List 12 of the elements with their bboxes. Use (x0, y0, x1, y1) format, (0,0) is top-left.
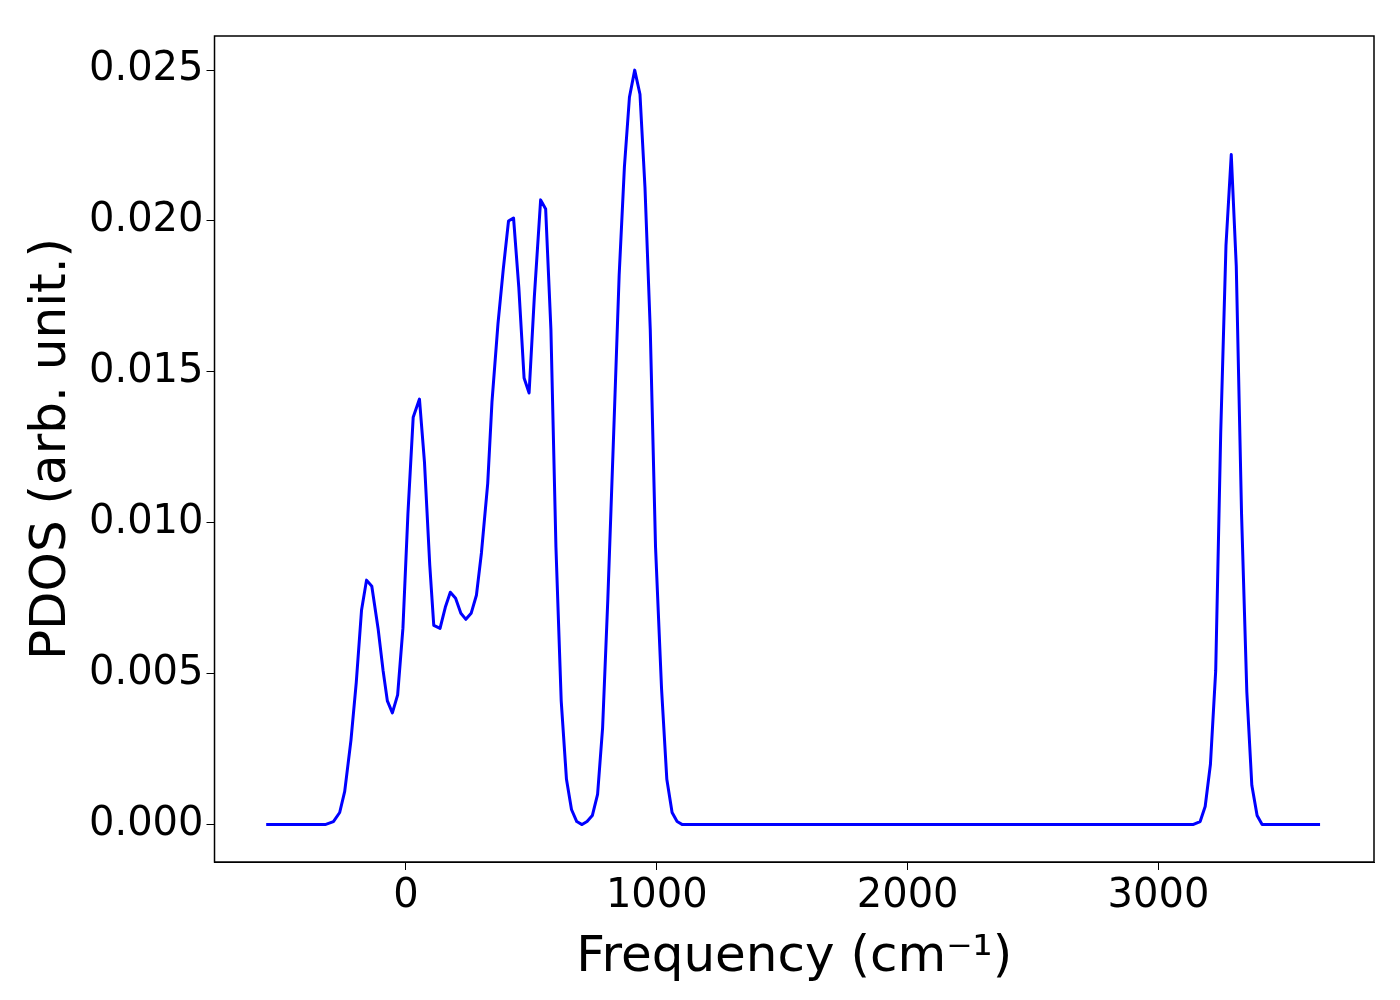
y-tick-label: 0.005 (89, 647, 204, 694)
x-axis-title: Frequency (cm⁻¹) (576, 924, 1013, 983)
y-tick-label: 0.020 (89, 194, 204, 241)
x-tick-label: 3000 (1107, 870, 1210, 917)
x-tick-label: 2000 (856, 870, 959, 917)
x-tick-label: 0 (393, 870, 419, 917)
y-tick-label: 0.010 (89, 496, 204, 543)
x-tick-label: 1000 (605, 870, 708, 917)
y-tick-label: 0.025 (89, 43, 204, 90)
y-tick-label: 0.015 (89, 345, 204, 392)
y-tick-label: 0.000 (89, 797, 204, 844)
y-axis-title: PDOS (arb. unit.) (18, 237, 77, 661)
